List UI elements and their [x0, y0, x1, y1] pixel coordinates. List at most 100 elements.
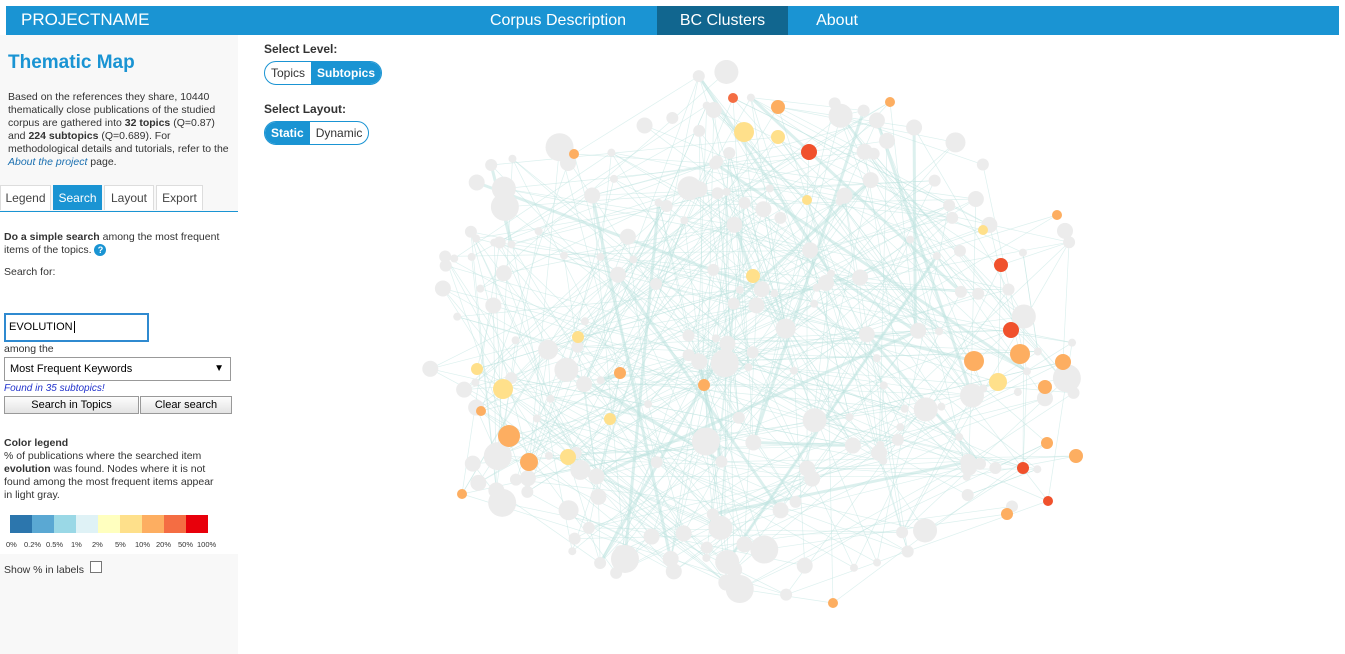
- graph-node[interactable]: [979, 384, 988, 393]
- show-pct-checkbox[interactable]: [90, 561, 102, 573]
- graph-node[interactable]: [935, 327, 944, 336]
- graph-node[interactable]: [607, 148, 616, 157]
- graph-node[interactable]: [989, 462, 1002, 475]
- graph-node[interactable]: [828, 103, 853, 128]
- graph-node[interactable]: [937, 402, 946, 411]
- graph-node[interactable]: [693, 353, 702, 362]
- graph-node[interactable]: [735, 285, 744, 294]
- graph-node[interactable]: [596, 376, 605, 385]
- clear-search-button[interactable]: Clear search: [140, 396, 232, 414]
- graph-node[interactable]: [693, 124, 706, 137]
- graph-node[interactable]: [955, 433, 964, 442]
- graph-node[interactable]: [1003, 322, 1019, 338]
- graph-node[interactable]: [560, 449, 576, 465]
- graph-node[interactable]: [1013, 388, 1022, 397]
- graph-node[interactable]: [569, 149, 579, 159]
- graph-node[interactable]: [719, 335, 736, 352]
- graph-node[interactable]: [896, 423, 905, 432]
- graph-node[interactable]: [476, 284, 485, 293]
- graph-node[interactable]: [796, 557, 813, 574]
- graph-node[interactable]: [711, 334, 720, 343]
- graph-node[interactable]: [546, 394, 555, 403]
- graph-node[interactable]: [519, 470, 536, 487]
- graph-node[interactable]: [495, 265, 512, 282]
- graph-node[interactable]: [1043, 496, 1053, 506]
- graph-node[interactable]: [571, 340, 584, 353]
- graph-node[interactable]: [650, 277, 663, 290]
- graph-node[interactable]: [976, 158, 989, 171]
- graph-node[interactable]: [457, 489, 467, 499]
- help-icon[interactable]: ?: [94, 244, 107, 257]
- graph-node[interactable]: [715, 549, 740, 574]
- graph-node[interactable]: [654, 198, 663, 207]
- graph-node[interactable]: [544, 451, 553, 460]
- graph-node[interactable]: [710, 349, 739, 378]
- graph-node[interactable]: [994, 258, 1008, 272]
- about-project-link[interactable]: About the project: [8, 156, 88, 168]
- graph-node[interactable]: [871, 444, 888, 461]
- graph-node[interactable]: [1055, 354, 1071, 370]
- graph-node[interactable]: [609, 174, 618, 183]
- graph-node[interactable]: [584, 187, 601, 204]
- graph-node[interactable]: [1001, 508, 1013, 520]
- graph-node[interactable]: [799, 460, 816, 477]
- graph-node[interactable]: [789, 495, 802, 508]
- graph-node[interactable]: [953, 244, 966, 257]
- graph-node[interactable]: [610, 266, 627, 283]
- graph-node[interactable]: [580, 317, 589, 326]
- graph-node[interactable]: [945, 132, 966, 153]
- graph-node[interactable]: [711, 357, 720, 366]
- graph-node[interactable]: [560, 251, 569, 260]
- graph-node[interactable]: [844, 437, 861, 454]
- graph-node[interactable]: [770, 289, 779, 298]
- graph-node[interactable]: [748, 297, 765, 314]
- graph-node[interactable]: [868, 112, 885, 129]
- graph-node[interactable]: [666, 111, 679, 124]
- graph-node[interactable]: [885, 97, 895, 107]
- graph-node[interactable]: [723, 524, 732, 533]
- graph-node[interactable]: [734, 122, 754, 142]
- graph-node[interactable]: [470, 474, 487, 491]
- graph-node[interactable]: [913, 397, 938, 422]
- nav-bc-clusters[interactable]: BC Clusters: [657, 6, 788, 35]
- graph-node[interactable]: [858, 326, 875, 343]
- graph-node[interactable]: [736, 536, 753, 553]
- graph-node[interactable]: [959, 383, 984, 408]
- graph-node[interactable]: [972, 287, 985, 300]
- graph-node[interactable]: [1022, 367, 1031, 376]
- brand-logo-text[interactable]: PROJECTNAME: [21, 10, 150, 29]
- graph-node[interactable]: [507, 240, 516, 249]
- graph-node[interactable]: [1056, 222, 1073, 239]
- graph-node[interactable]: [725, 575, 754, 604]
- graph-node[interactable]: [708, 515, 733, 540]
- graph-node[interactable]: [538, 339, 559, 360]
- search-input[interactable]: EVOLUTION​: [4, 313, 149, 342]
- graph-node[interactable]: [643, 528, 660, 545]
- graph-node[interactable]: [588, 468, 605, 485]
- graph-node[interactable]: [702, 553, 711, 562]
- graph-node[interactable]: [629, 255, 638, 264]
- graph-node[interactable]: [802, 242, 819, 259]
- graph-node[interactable]: [1052, 364, 1081, 393]
- graph-node[interactable]: [1002, 283, 1015, 296]
- graph-node[interactable]: [493, 379, 513, 399]
- graph-node[interactable]: [913, 518, 938, 543]
- graph-node[interactable]: [879, 132, 896, 149]
- graph-node[interactable]: [827, 269, 836, 278]
- graph-node[interactable]: [472, 234, 481, 243]
- graph-node[interactable]: [728, 93, 738, 103]
- graph-node[interactable]: [732, 411, 745, 424]
- graph-node[interactable]: [856, 143, 873, 160]
- graph-node[interactable]: [714, 60, 739, 84]
- graph-node[interactable]: [450, 254, 459, 263]
- graph-node[interactable]: [1011, 304, 1036, 329]
- graph-node[interactable]: [1036, 390, 1053, 407]
- graph-node[interactable]: [596, 252, 605, 261]
- graph-node[interactable]: [644, 400, 653, 409]
- graph-node[interactable]: [590, 488, 607, 505]
- graph-node[interactable]: [964, 351, 984, 371]
- graph-node[interactable]: [872, 354, 881, 363]
- graph-node[interactable]: [485, 297, 502, 314]
- graph-node[interactable]: [746, 346, 759, 359]
- graph-node[interactable]: [722, 187, 731, 196]
